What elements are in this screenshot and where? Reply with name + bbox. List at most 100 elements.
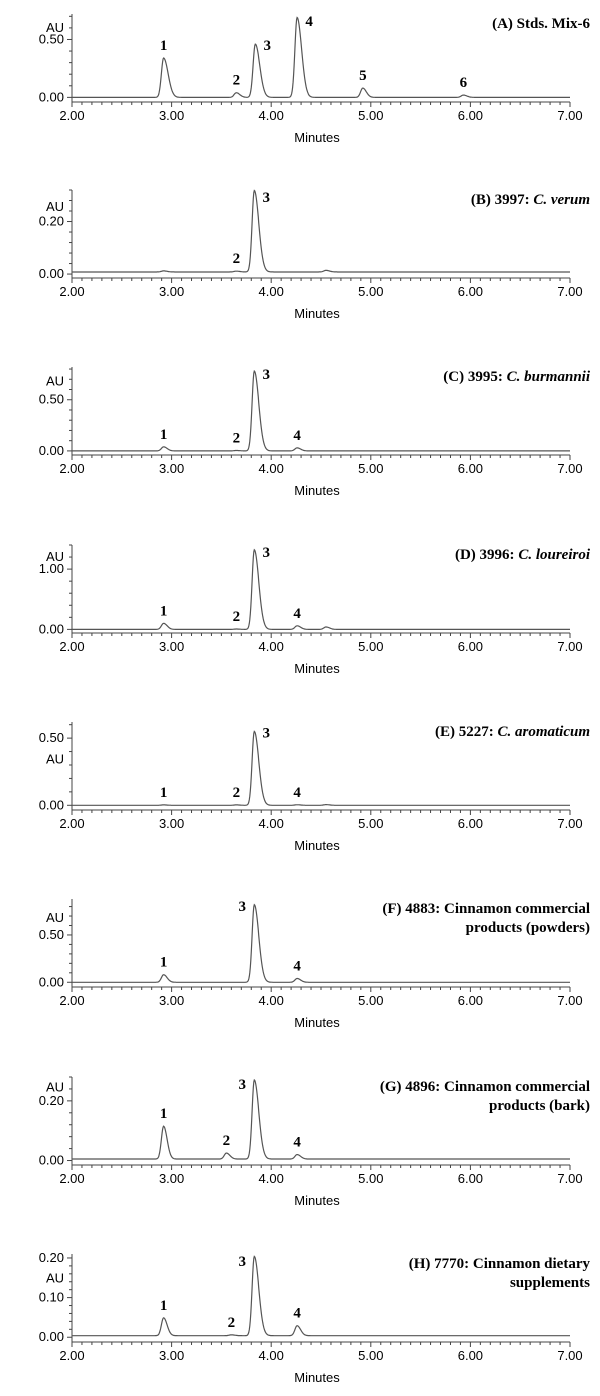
y-tick-label: 0.00 (39, 1329, 64, 1344)
x-tick-label: 4.00 (259, 461, 284, 476)
peak-label: 3 (263, 725, 271, 741)
x-tick-label: 7.00 (557, 284, 582, 299)
panel-title: (A) Stds. Mix-6 (492, 16, 590, 32)
x-tick-label: 5.00 (358, 461, 383, 476)
y-tick-label: 0.20 (39, 214, 64, 229)
x-tick-label: 3.00 (159, 1348, 184, 1363)
x-tick-label: 7.00 (557, 108, 582, 123)
peak-label: 4 (293, 1135, 301, 1151)
y-tick-label: 0.50 (39, 730, 64, 745)
peak-label: 1 (160, 1106, 168, 1122)
peak-label: 3 (263, 367, 271, 383)
panel-title-line2: products (bark) (489, 1098, 590, 1114)
x-tick-label: 5.00 (358, 639, 383, 654)
chromatogram-trace (72, 730, 570, 806)
chromatogram-panel-a: 2.00 3.00 4.00 5.00 6.00 7.00 Minutes 0.00 0.50A… (39, 14, 590, 145)
peak-label: 1 (160, 955, 168, 971)
peak-label: 1 (160, 1298, 168, 1314)
y-tick-label: 0.00 (39, 974, 64, 989)
x-tick-label: 4.00 (259, 1348, 284, 1363)
x-tick-label: 6.00 (458, 284, 483, 299)
x-axis-title: Minutes (294, 306, 340, 321)
x-tick-label: 4.00 (259, 108, 284, 123)
peak-label: 4 (305, 14, 313, 30)
x-tick-label: 5.00 (358, 284, 383, 299)
x-tick-label: 5.00 (358, 108, 383, 123)
peak-label: 1 (160, 785, 168, 801)
x-tick-label: 2.00 (59, 284, 84, 299)
peak-label: 2 (233, 430, 241, 446)
y-axis-unit: AU (46, 199, 64, 214)
peak-label: 1 (160, 38, 168, 54)
x-tick-label: 4.00 (259, 284, 284, 299)
x-tick-label: 4.00 (259, 1171, 284, 1186)
chromatogram-panel-h: 2.00 3.00 4.00 5.00 6.00 7.00 Minutes 0.00 0.10 0… (39, 1250, 591, 1385)
x-tick-label: 2.00 (59, 639, 84, 654)
panel-title-line2: products (powders) (466, 920, 590, 936)
y-tick-label: 0.50 (39, 392, 64, 407)
panel-title: (H) 7770: Cinnamon dietary (409, 1256, 591, 1272)
y-tick-label: 0.50 (39, 927, 64, 942)
x-tick-label: 5.00 (358, 1171, 383, 1186)
peak-label: 3 (239, 1077, 247, 1093)
y-axis-unit: AU (46, 910, 64, 925)
panel-title: (C) 3995: C. burmannii (443, 369, 591, 385)
panel-title: (D) 3996: C. loureiroi (455, 547, 591, 563)
y-tick-label: 0.00 (39, 797, 64, 812)
x-tick-label: 7.00 (557, 816, 582, 831)
x-tick-label: 6.00 (458, 461, 483, 476)
peak-label: 3 (239, 1254, 247, 1270)
chromatogram-panel-f: 2.00 3.00 4.00 5.00 6.00 7.00 Minutes 0.00 0.50 A… (39, 899, 590, 1030)
x-axis-title: Minutes (294, 483, 340, 498)
peak-label: 4 (293, 1306, 301, 1322)
x-tick-label: 3.00 (159, 461, 184, 476)
y-axis-unit: AU (46, 373, 64, 388)
y-axis-unit: AU (46, 549, 64, 564)
x-tick-label: 3.00 (159, 108, 184, 123)
y-tick-label: 0.00 (39, 89, 64, 104)
x-tick-label: 7.00 (557, 1171, 582, 1186)
x-tick-label: 2.00 (59, 1348, 84, 1363)
x-axis-title: Minutes (294, 1193, 340, 1208)
x-tick-label: 2.00 (59, 993, 84, 1008)
peak-label: 3 (264, 38, 272, 54)
x-tick-label: 7.00 (557, 461, 582, 476)
chromatogram-panel-g: 2.00 3.00 4.00 5.00 6.00 7.00 Minutes 0.00 0.20A… (39, 1076, 590, 1208)
x-tick-label: 6.00 (458, 816, 483, 831)
x-tick-label: 7.00 (557, 1348, 582, 1363)
chromatogram-trace (72, 1078, 570, 1160)
y-axis-unit: AU (46, 1079, 64, 1094)
x-tick-label: 6.00 (458, 1348, 483, 1363)
x-axis-title: Minutes (294, 1370, 340, 1385)
chromatogram-trace (72, 16, 570, 99)
peak-label: 2 (233, 251, 241, 267)
y-tick-label: 1.00 (39, 561, 64, 576)
peak-label: 2 (233, 73, 241, 89)
peak-label: 3 (263, 190, 271, 206)
peak-label: 2 (233, 785, 241, 801)
panel-title-line2: supplements (510, 1275, 590, 1291)
x-tick-label: 2.00 (59, 1171, 84, 1186)
peak-label: 4 (293, 958, 301, 974)
x-tick-label: 4.00 (259, 816, 284, 831)
x-tick-label: 5.00 (358, 816, 383, 831)
y-tick-label: 0.00 (39, 443, 64, 458)
chromatogram-trace (72, 903, 570, 983)
y-tick-label: 0.00 (39, 1153, 64, 1168)
x-tick-label: 7.00 (557, 993, 582, 1008)
peak-label: 4 (293, 606, 301, 622)
y-tick-label: 0.00 (39, 621, 64, 636)
y-tick-label: 0.20 (39, 1250, 64, 1265)
x-tick-label: 6.00 (458, 108, 483, 123)
x-tick-label: 6.00 (458, 639, 483, 654)
x-tick-label: 4.00 (259, 993, 284, 1008)
x-tick-label: 6.00 (458, 1171, 483, 1186)
x-tick-label: 2.00 (59, 108, 84, 123)
peak-label: 6 (460, 75, 468, 91)
chromatogram-panel-e: 2.00 3.00 4.00 5.00 6.00 7.00 Minutes 0.00 0.50 A… (39, 722, 590, 853)
chromatogram-trace (72, 189, 570, 273)
chromatogram-panel-d: 2.00 3.00 4.00 5.00 6.00 7.00 Minutes 0.00 1.00A… (39, 544, 591, 676)
y-tick-label: 0.50 (39, 31, 64, 46)
chromatogram-panel-c: 2.00 3.00 4.00 5.00 6.00 7.00 Minutes 0.00 0.50 A… (39, 367, 591, 498)
